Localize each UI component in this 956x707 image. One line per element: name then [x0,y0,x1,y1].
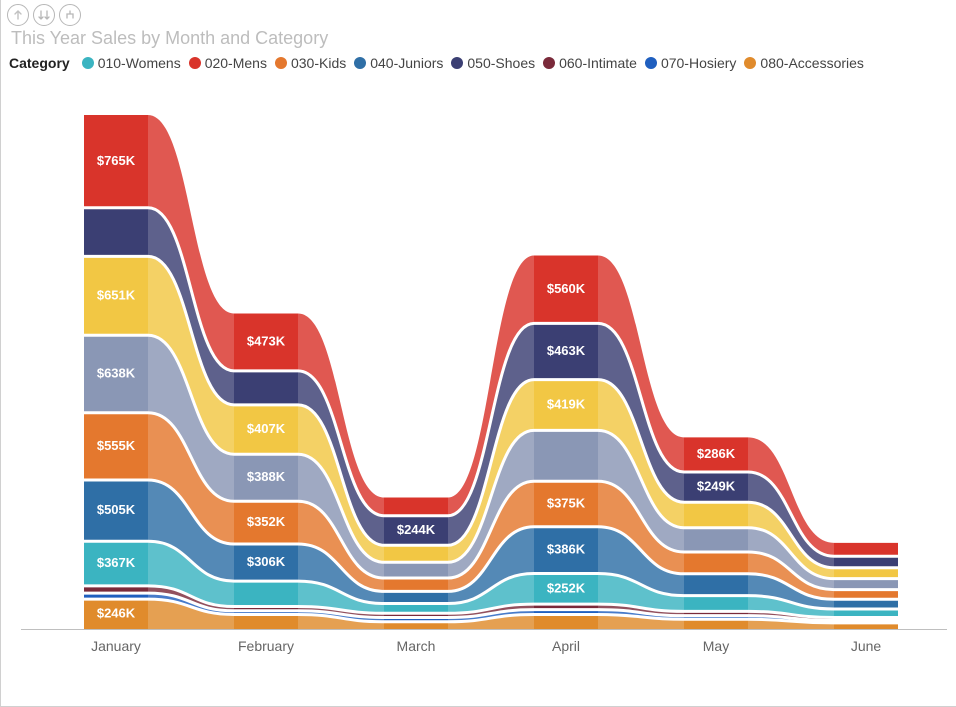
connector-fade [298,110,384,634]
chart-title: This Year Sales by Month and Category [1,26,956,55]
legend-item[interactable]: 040-Juniors [354,55,443,71]
legend-swatch [275,57,287,69]
data-label: $419K [547,396,586,411]
data-label: $352K [247,514,286,529]
data-label: $386K [547,542,586,557]
data-label: $375K [547,495,586,510]
legend-item[interactable]: 050-Shoes [451,55,535,71]
data-label: $765K [97,153,136,168]
legend-swatch [451,57,463,69]
legend-text: 030-Kids [291,55,346,71]
report-frame: This Year Sales by Month and Category Ca… [0,0,956,707]
legend-item[interactable]: 080-Accessories [744,55,864,71]
legend-swatch [82,57,94,69]
data-label: $407K [247,421,286,436]
connector-fade [148,110,234,634]
data-label: $560K [547,281,586,296]
legend-text: 060-Intimate [559,55,637,71]
chart-area: January February March April May June $246K $36… [1,75,956,675]
data-label: $638K [97,365,136,380]
x-axis-label: February [238,638,294,654]
legend: Category 010-Womens 020-Mens 030-Kids 040-J… [1,55,956,75]
x-axis-label: April [552,638,580,654]
data-label: $651K [97,287,136,302]
data-label: $244K [397,522,436,537]
data-label: $388K [247,469,286,484]
data-label: $473K [247,334,286,349]
data-label: $249K [697,479,736,494]
expand-hierarchy-icon[interactable] [59,4,81,26]
legend-text: 050-Shoes [467,55,535,71]
legend-swatch [543,57,555,69]
drill-down-icon[interactable] [33,4,55,26]
legend-item[interactable]: 010-Womens [82,55,181,71]
data-label: $246K [97,606,136,621]
data-label: $306K [247,554,286,569]
legend-swatch [645,57,657,69]
legend-text: 080-Accessories [760,55,864,71]
legend-swatch [744,57,756,69]
drill-up-icon[interactable] [7,4,29,26]
data-label: $555K [97,438,136,453]
connector-fade [448,110,534,634]
legend-label: Category [9,55,70,71]
connector-fade [898,110,941,634]
x-axis-label: May [703,638,729,654]
legend-swatch [354,57,366,69]
x-axis-label: June [851,638,882,654]
legend-item[interactable]: 060-Intimate [543,55,637,71]
legend-text: 040-Juniors [370,55,443,71]
x-axis-label: March [397,638,436,654]
ribbon-chart: January February March April May June $246K $36… [1,75,956,675]
legend-item[interactable]: 070-Hosiery [645,55,736,71]
legend-text: 070-Hosiery [661,55,736,71]
connector-fade [598,110,684,634]
legend-text: 010-Womens [98,55,181,71]
data-label: $252K [547,580,586,595]
legend-swatch [189,57,201,69]
data-label: $505K [97,502,136,517]
connector-fade [41,110,84,634]
toolbar [1,0,956,26]
data-label: $286K [697,446,736,461]
legend-text: 020-Mens [205,55,267,71]
data-label: $463K [547,343,586,358]
data-label: $367K [97,555,136,570]
legend-item[interactable]: 030-Kids [275,55,346,71]
legend-item[interactable]: 020-Mens [189,55,267,71]
x-axis-label: January [91,638,141,654]
connector-fade [748,110,834,634]
